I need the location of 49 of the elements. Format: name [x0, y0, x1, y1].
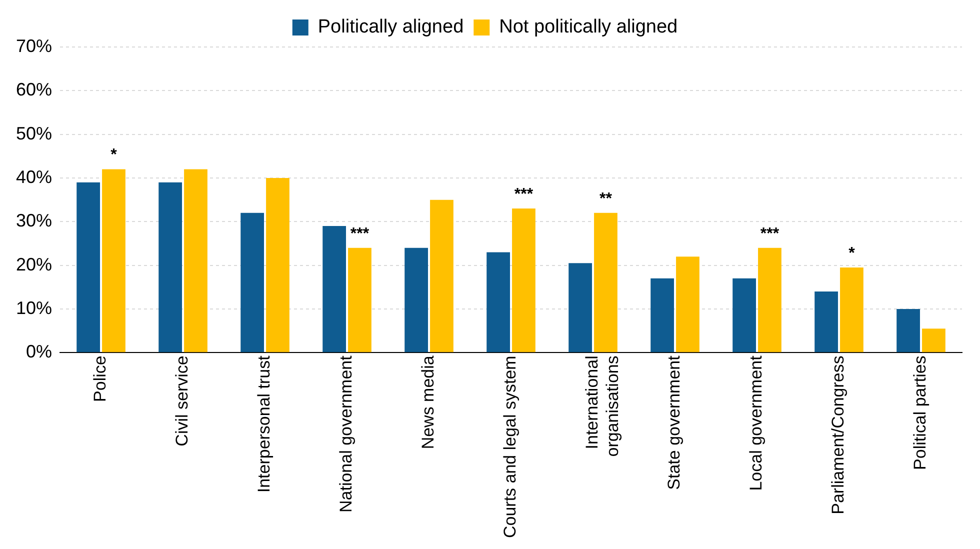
x-tick-label: Civil service	[172, 356, 192, 446]
bar	[430, 200, 454, 352]
bar	[266, 178, 290, 352]
annotation: *	[848, 244, 856, 262]
x-tick-label: Courts and legal system	[500, 356, 520, 538]
bar	[512, 208, 536, 352]
bar	[322, 226, 346, 352]
bar	[348, 248, 372, 352]
bar	[732, 278, 756, 352]
bar	[158, 182, 182, 352]
x-tick-label: International organisations	[582, 356, 622, 457]
bar	[184, 169, 208, 352]
y-tick-label: 50%	[16, 123, 52, 144]
bar	[594, 212, 618, 352]
x-tick-label: News media	[418, 355, 438, 450]
x-tick-label: Police	[90, 356, 110, 402]
x-tick-label: State government	[664, 355, 684, 490]
bar	[840, 268, 864, 352]
bar	[814, 292, 838, 352]
bar	[76, 182, 100, 352]
bar	[676, 256, 700, 352]
bar	[650, 278, 674, 352]
y-tick-label: 70%	[16, 36, 52, 56]
x-tick-label: Parliament/Congress	[828, 356, 848, 514]
annotation: ***	[350, 225, 370, 242]
y-tick-label: 20%	[16, 254, 52, 274]
bar	[922, 328, 946, 352]
y-tick-label: 10%	[16, 298, 52, 318]
legend-label: Politically aligned	[318, 16, 464, 38]
annotation: ***	[514, 186, 534, 203]
annotation: *	[110, 146, 118, 164]
bar	[240, 212, 264, 352]
annotation: **	[599, 190, 613, 208]
annotation: ***	[760, 225, 780, 242]
y-tick-label: 30%	[16, 210, 52, 231]
bar	[102, 169, 126, 352]
x-tick-label: Local government	[746, 355, 766, 491]
bar	[486, 252, 510, 352]
bar	[758, 248, 782, 352]
legend-label: Not politically aligned	[499, 16, 678, 38]
x-tick-label: Political parties	[910, 356, 930, 470]
bar	[404, 248, 428, 352]
x-tick-label: Interpersonal trust	[254, 355, 274, 493]
x-tick-label: National government	[336, 355, 356, 513]
y-tick-label: 40%	[16, 166, 52, 187]
y-tick-label: 0%	[26, 342, 52, 362]
bar	[568, 263, 592, 352]
y-tick-label: 60%	[16, 80, 52, 100]
bar	[896, 308, 920, 352]
